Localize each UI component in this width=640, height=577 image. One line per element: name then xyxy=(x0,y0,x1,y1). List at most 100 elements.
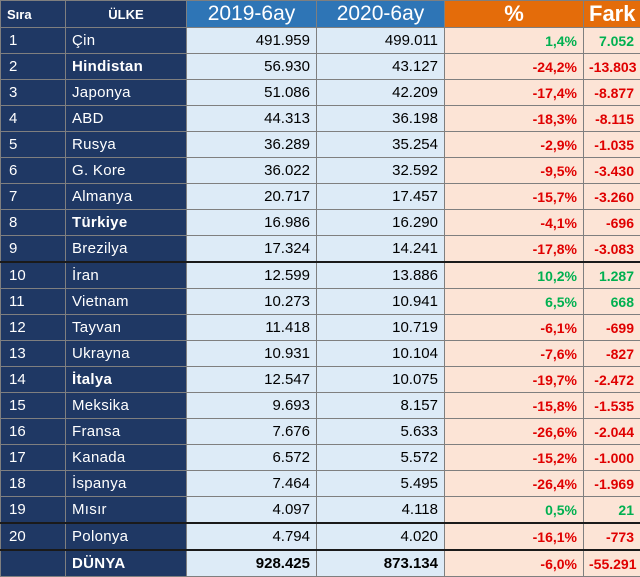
percent-change-cell: -9,5% xyxy=(445,158,584,184)
value-2019-cell: 491.959 xyxy=(187,28,317,54)
rank-cell: 10 xyxy=(1,262,66,289)
header-diff: Fark xyxy=(584,1,640,28)
rank-cell: 19 xyxy=(1,497,66,524)
rank-cell xyxy=(1,550,66,577)
country-cell: G. Kore xyxy=(66,158,187,184)
difference-cell: -827 xyxy=(584,341,640,367)
country-cell: Polonya xyxy=(66,523,187,550)
header-row: Sıra ÜLKE 2019-6ay 2020-6ay % Fark xyxy=(1,1,640,28)
rank-cell: 17 xyxy=(1,445,66,471)
rank-cell: 14 xyxy=(1,367,66,393)
value-2020-cell: 35.254 xyxy=(317,132,445,158)
value-2019-cell: 4.794 xyxy=(187,523,317,550)
difference-cell: -696 xyxy=(584,210,640,236)
header-country: ÜLKE xyxy=(66,1,187,28)
difference-cell: -3.430 xyxy=(584,158,640,184)
value-2019-cell: 7.464 xyxy=(187,471,317,497)
percent-change-cell: -17,4% xyxy=(445,80,584,106)
difference-cell: -55.291 xyxy=(584,550,640,577)
value-2020-cell: 17.457 xyxy=(317,184,445,210)
rank-cell: 18 xyxy=(1,471,66,497)
country-cell: Almanya xyxy=(66,184,187,210)
value-2019-cell: 4.097 xyxy=(187,497,317,524)
difference-cell: -2.044 xyxy=(584,419,640,445)
value-2020-cell: 8.157 xyxy=(317,393,445,419)
percent-change-cell: -19,7% xyxy=(445,367,584,393)
country-cell: Tayvan xyxy=(66,315,187,341)
rank-cell: 20 xyxy=(1,523,66,550)
country-cell: Brezilya xyxy=(66,236,187,263)
value-2020-cell: 10.719 xyxy=(317,315,445,341)
percent-change-cell: -17,8% xyxy=(445,236,584,263)
percent-change-cell: -7,6% xyxy=(445,341,584,367)
value-2019-cell: 17.324 xyxy=(187,236,317,263)
percent-change-cell: 0,5% xyxy=(445,497,584,524)
difference-cell: -1.035 xyxy=(584,132,640,158)
percent-change-cell: -15,8% xyxy=(445,393,584,419)
rank-cell: 11 xyxy=(1,289,66,315)
difference-cell: -3.260 xyxy=(584,184,640,210)
value-2020-cell: 873.134 xyxy=(317,550,445,577)
value-2020-cell: 13.886 xyxy=(317,262,445,289)
value-2019-cell: 16.986 xyxy=(187,210,317,236)
difference-cell: -699 xyxy=(584,315,640,341)
rank-cell: 2 xyxy=(1,54,66,80)
value-2020-cell: 10.075 xyxy=(317,367,445,393)
value-2019-cell: 6.572 xyxy=(187,445,317,471)
value-2020-cell: 499.011 xyxy=(317,28,445,54)
percent-change-cell: 6,5% xyxy=(445,289,584,315)
rank-cell: 4 xyxy=(1,106,66,132)
value-2020-cell: 32.592 xyxy=(317,158,445,184)
value-2019-cell: 10.273 xyxy=(187,289,317,315)
country-cell: Kanada xyxy=(66,445,187,471)
rank-cell: 7 xyxy=(1,184,66,210)
percent-change-cell: 10,2% xyxy=(445,262,584,289)
rank-cell: 1 xyxy=(1,28,66,54)
percent-change-cell: -26,6% xyxy=(445,419,584,445)
value-2019-cell: 44.313 xyxy=(187,106,317,132)
country-cell: Meksika xyxy=(66,393,187,419)
country-cell: Hindistan xyxy=(66,54,187,80)
difference-cell: -13.803 xyxy=(584,54,640,80)
value-2020-cell: 14.241 xyxy=(317,236,445,263)
percent-change-cell: -6,0% xyxy=(445,550,584,577)
difference-cell: 7.052 xyxy=(584,28,640,54)
country-cell: Japonya xyxy=(66,80,187,106)
value-2019-cell: 51.086 xyxy=(187,80,317,106)
header-2020: 2020-6ay xyxy=(317,1,445,28)
percent-change-cell: -6,1% xyxy=(445,315,584,341)
country-cell: ABD xyxy=(66,106,187,132)
value-2019-cell: 7.676 xyxy=(187,419,317,445)
value-2019-cell: 12.547 xyxy=(187,367,317,393)
rank-cell: 15 xyxy=(1,393,66,419)
header-percent: % xyxy=(445,1,584,28)
value-2020-cell: 5.495 xyxy=(317,471,445,497)
rank-cell: 8 xyxy=(1,210,66,236)
difference-cell: -8.115 xyxy=(584,106,640,132)
difference-cell: -1.535 xyxy=(584,393,640,419)
value-2019-cell: 36.289 xyxy=(187,132,317,158)
country-cell: Ukrayna xyxy=(66,341,187,367)
value-2019-cell: 928.425 xyxy=(187,550,317,577)
country-cell: DÜNYA xyxy=(66,550,187,577)
percent-change-cell: -18,3% xyxy=(445,106,584,132)
value-2019-cell: 20.717 xyxy=(187,184,317,210)
percent-change-cell: -4,1% xyxy=(445,210,584,236)
value-2019-cell: 12.599 xyxy=(187,262,317,289)
